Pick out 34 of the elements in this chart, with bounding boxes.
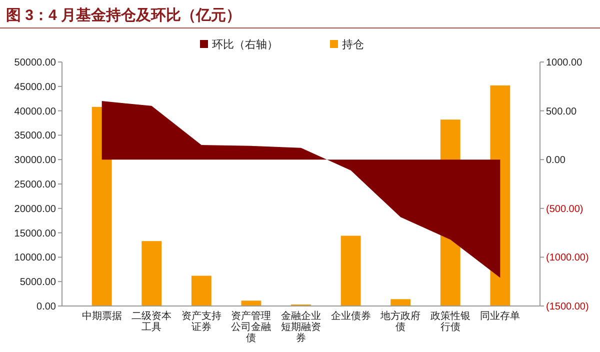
chart-title: 图 3：4 月基金持仓及环比（亿元） (6, 7, 242, 24)
x-tick-label: 地方政府债 (380, 310, 421, 333)
y-tick-label: 0.00 (36, 302, 56, 312)
bar (241, 300, 262, 306)
y2-tick-label: (1500.00) (546, 302, 589, 312)
y-tick-label: 30000.00 (14, 155, 56, 166)
y-tick-label: 50000.00 (14, 58, 56, 68)
x-tick-label: 中期票据 (82, 310, 122, 322)
y-tick-label: 15000.00 (14, 228, 56, 240)
x-tick-label: 政策性银行债 (430, 310, 470, 333)
x-tick-label: 同业存单 (480, 310, 520, 322)
x-tick-label: 金融企业短期融资券 (281, 310, 321, 344)
bar (191, 276, 212, 306)
x-tick-label: 二级资本工具 (132, 310, 172, 333)
y-tick-label: 40000.00 (14, 106, 56, 118)
x-tick-label: 企业债券 (330, 310, 371, 322)
bar (390, 299, 411, 306)
legend-label: 环比（右轴） (212, 38, 278, 51)
bar (340, 236, 361, 306)
legend-label: 持仓 (342, 39, 364, 51)
y-tick-label: 5000.00 (20, 277, 56, 288)
x-tick-label: 资产支持证券 (181, 310, 222, 333)
y-tick-label: 35000.00 (14, 130, 56, 142)
x-tick-label: 资产管理公司金融债 (231, 310, 272, 344)
y2-tick-label: (1000.00) (546, 252, 589, 264)
y2-tick-label: 500.00 (546, 106, 578, 118)
y2-tick-label: 0.00 (546, 155, 566, 166)
y-tick-label: 25000.00 (14, 180, 56, 190)
y-tick-label: 45000.00 (14, 82, 56, 93)
y-tick-label: 10000.00 (14, 252, 56, 264)
y2-tick-label: (500.00) (546, 204, 584, 215)
bar (142, 241, 162, 306)
y-tick-label: 20000.00 (14, 204, 56, 215)
y2-tick-label: 1000.00 (546, 58, 583, 68)
